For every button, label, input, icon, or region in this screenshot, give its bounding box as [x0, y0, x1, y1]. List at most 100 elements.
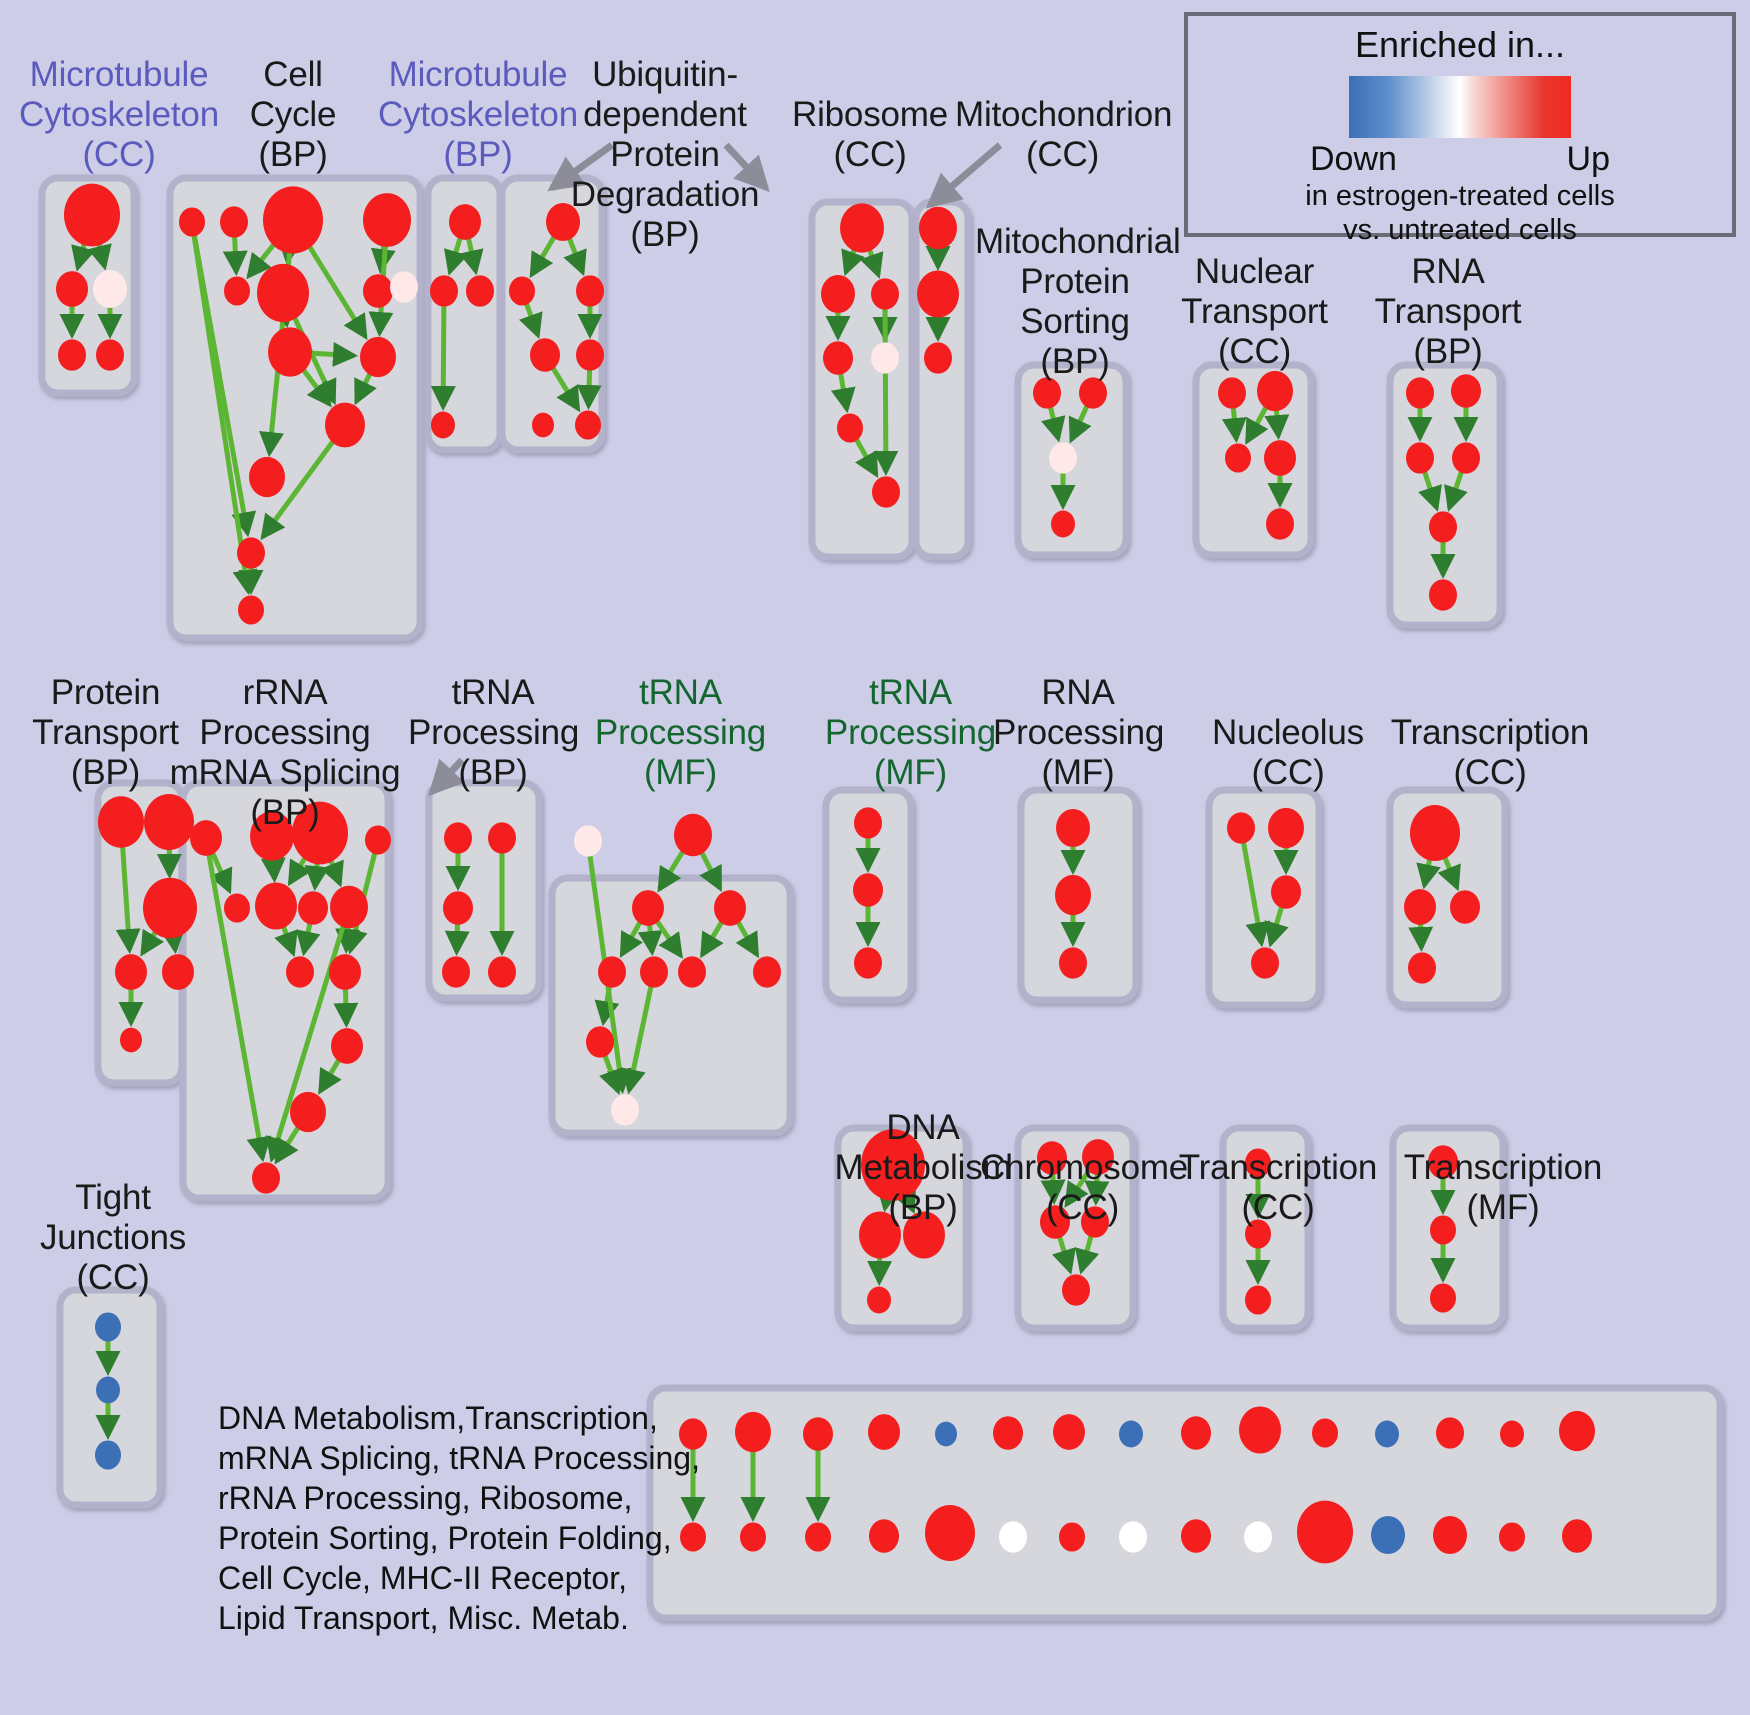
gene-set-node[interactable] [575, 410, 601, 440]
gene-set-node[interactable] [143, 877, 197, 939]
gene-set-node[interactable] [1239, 1406, 1281, 1454]
gene-set-node[interactable] [93, 269, 127, 309]
gene-set-node[interactable] [740, 1522, 766, 1552]
gene-set-node[interactable] [390, 271, 418, 303]
gene-set-node[interactable] [1268, 807, 1304, 849]
gene-set-node[interactable] [1406, 377, 1434, 409]
gene-set-node[interactable] [1059, 1522, 1085, 1552]
gene-set-node[interactable] [679, 1418, 707, 1450]
gene-set-node[interactable] [925, 1505, 975, 1561]
gene-set-node[interactable] [325, 402, 365, 448]
gene-set-node[interactable] [632, 890, 664, 926]
gene-set-node[interactable] [1264, 440, 1296, 476]
gene-set-node[interactable] [598, 956, 626, 988]
gene-set-node[interactable] [1312, 1418, 1338, 1448]
gene-set-node[interactable] [1436, 1417, 1464, 1449]
gene-set-node[interactable] [1271, 875, 1301, 909]
gene-set-node[interactable] [1430, 1283, 1456, 1313]
gene-set-node[interactable] [268, 327, 312, 377]
gene-set-node[interactable] [449, 204, 481, 240]
gene-set-node[interactable] [1562, 1519, 1592, 1553]
gene-set-node[interactable] [365, 825, 391, 855]
gene-set-node[interactable] [96, 339, 124, 371]
gene-set-node[interactable] [1371, 1515, 1405, 1555]
gene-set-node[interactable] [867, 1286, 891, 1314]
gene-set-node[interactable] [286, 956, 314, 988]
gene-set-node[interactable] [1257, 370, 1293, 412]
gene-set-node[interactable] [190, 820, 222, 856]
gene-set-node[interactable] [853, 873, 883, 907]
gene-set-node[interactable] [292, 801, 348, 865]
gene-set-node[interactable] [680, 1522, 706, 1552]
gene-set-node[interactable] [64, 183, 120, 247]
gene-set-node[interactable] [509, 276, 535, 306]
gene-set-node[interactable] [443, 891, 473, 925]
gene-set-node[interactable] [1055, 874, 1091, 916]
gene-set-node[interactable] [611, 1094, 639, 1126]
gene-set-node[interactable] [640, 956, 668, 988]
gene-set-node[interactable] [1406, 442, 1434, 474]
gene-set-node[interactable] [861, 1129, 925, 1201]
gene-set-node[interactable] [466, 275, 494, 307]
gene-set-node[interactable] [95, 1312, 121, 1342]
gene-set-node[interactable] [821, 274, 855, 314]
gene-set-node[interactable] [1218, 377, 1246, 409]
gene-set-node[interactable] [363, 274, 393, 308]
gene-set-node[interactable] [1452, 442, 1480, 474]
gene-set-node[interactable] [224, 276, 250, 306]
gene-set-node[interactable] [115, 954, 147, 990]
gene-set-node[interactable] [488, 956, 516, 988]
gene-set-node[interactable] [1053, 1414, 1085, 1450]
gene-set-node[interactable] [120, 1027, 142, 1053]
gene-set-node[interactable] [854, 807, 882, 839]
gene-set-node[interactable] [1430, 1215, 1456, 1245]
gene-set-node[interactable] [1225, 443, 1251, 473]
gene-set-node[interactable] [298, 891, 328, 925]
gene-set-node[interactable] [1251, 947, 1279, 979]
gene-set-node[interactable] [837, 413, 863, 443]
gene-set-node[interactable] [1059, 947, 1087, 979]
gene-set-node[interactable] [753, 956, 781, 988]
gene-set-node[interactable] [574, 825, 602, 857]
gene-set-node[interactable] [854, 947, 882, 979]
gene-set-node[interactable] [1181, 1416, 1211, 1450]
gene-set-node[interactable] [1119, 1521, 1147, 1553]
gene-set-node[interactable] [1040, 1205, 1070, 1239]
gene-set-node[interactable] [220, 206, 248, 238]
gene-set-node[interactable] [1244, 1521, 1272, 1553]
gene-set-node[interactable] [868, 1414, 900, 1450]
gene-set-node[interactable] [431, 411, 455, 439]
gene-set-node[interactable] [1559, 1410, 1595, 1452]
gene-set-node[interactable] [1245, 1285, 1271, 1315]
gene-set-node[interactable] [95, 1440, 121, 1470]
gene-set-node[interactable] [56, 271, 88, 307]
gene-set-node[interactable] [924, 342, 952, 374]
gene-set-node[interactable] [532, 412, 554, 438]
gene-set-node[interactable] [58, 339, 86, 371]
gene-set-node[interactable] [360, 336, 396, 378]
gene-set-node[interactable] [1245, 1219, 1271, 1249]
gene-set-node[interactable] [1433, 1515, 1467, 1555]
gene-set-node[interactable] [329, 954, 361, 990]
gene-set-node[interactable] [803, 1417, 833, 1451]
gene-set-node[interactable] [1500, 1420, 1524, 1448]
gene-set-node[interactable] [1428, 1145, 1458, 1179]
gene-set-node[interactable] [823, 341, 853, 375]
gene-set-node[interactable] [144, 794, 194, 850]
gene-set-node[interactable] [1049, 442, 1077, 474]
gene-set-node[interactable] [576, 339, 604, 371]
gene-set-node[interactable] [96, 1376, 120, 1404]
gene-set-node[interactable] [162, 954, 194, 990]
gene-set-node[interactable] [1081, 1206, 1109, 1238]
gene-set-node[interactable] [1450, 890, 1480, 924]
gene-set-node[interactable] [442, 956, 470, 988]
gene-set-node[interactable] [1266, 508, 1294, 540]
gene-set-node[interactable] [903, 1211, 945, 1259]
gene-set-node[interactable] [871, 342, 899, 374]
gene-set-node[interactable] [859, 1211, 901, 1259]
gene-set-node[interactable] [1410, 805, 1460, 861]
gene-set-node[interactable] [237, 537, 265, 569]
gene-set-node[interactable] [1408, 952, 1436, 984]
gene-set-node[interactable] [586, 1026, 614, 1058]
gene-set-node[interactable] [1051, 510, 1075, 538]
